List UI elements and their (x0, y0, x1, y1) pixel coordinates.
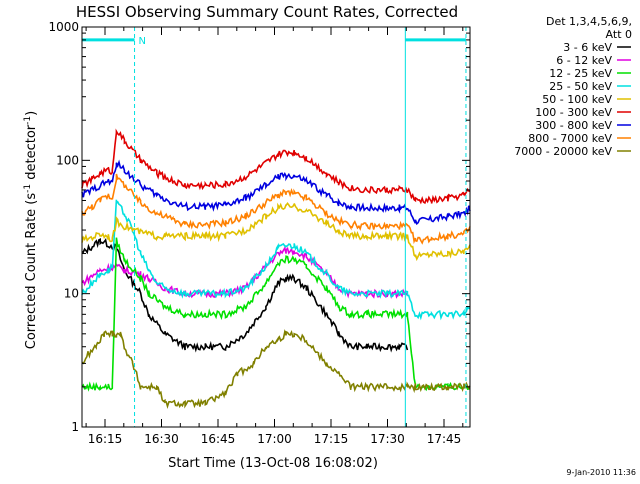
y-axis-label-end: ) (24, 111, 39, 116)
y-tick-label-1: 10 (64, 287, 79, 301)
y-tick-label-3: 1000 (48, 20, 79, 34)
legend-label-3: 25 - 50 keV (549, 80, 612, 93)
y-axis-label: Corrected Count Rate (s-1 detector-1) (23, 111, 39, 349)
y-tick-label-2: 100 (56, 153, 79, 167)
x-tick-label-5: 17:30 (370, 432, 405, 446)
flag-label: N (139, 36, 146, 47)
x-tick-label-6: 17:45 (427, 432, 462, 446)
series-line-2 (81, 237, 471, 392)
x-tick-label-0: 16:15 (88, 432, 123, 446)
y-axis-label-sup1: -1 (23, 184, 33, 193)
plot-frame (81, 26, 471, 428)
chart-title: HESSI Observing Summary Count Rates, Cor… (76, 3, 458, 21)
legend-label-4: 50 - 100 keV (542, 93, 612, 106)
y-axis-label-sup2: -1 (23, 116, 33, 125)
plot-area: N 1 10 100 1000 16:15 16:30 16:45 17:00 17:15 17:3… (48, 20, 471, 446)
timestamp: 9-Jan-2010 11:36 (566, 468, 636, 477)
legend-label-0: 3 - 6 keV (563, 41, 612, 54)
legend-label-6: 300 - 800 keV (535, 119, 612, 132)
series-line-6 (81, 159, 471, 226)
x-tick-label-3: 17:00 (257, 432, 292, 446)
y-axis-label-mid: detector (24, 124, 39, 184)
x-tick-label-2: 16:45 (201, 432, 236, 446)
legend-label-2: 12 - 25 keV (549, 67, 612, 80)
legend-header-line1: Det 1,3,4,5,6,9, (546, 15, 632, 28)
series-line-8 (81, 329, 471, 410)
x-tick-label-4: 17:15 (314, 432, 349, 446)
x-axis-label: Start Time (13-Oct-08 16:08:02) (168, 456, 378, 471)
series-line-0 (81, 237, 409, 353)
legend-label-7: 800 - 7000 keV (528, 132, 612, 145)
legend-label-5: 100 - 300 keV (535, 106, 612, 119)
legend-header-line2: Att 0 (606, 28, 632, 41)
x-tick-label-1: 16:30 (144, 432, 179, 446)
y-tick-label-0: 1 (71, 420, 79, 434)
y-axis-label-main: Corrected Count Rate (s (24, 193, 39, 350)
series-line-7 (81, 173, 471, 245)
legend-label-8: 7000 - 20000 keV (514, 145, 612, 158)
series-line-5 (81, 128, 471, 205)
legend-label-1: 6 - 12 keV (556, 54, 612, 67)
series-line-4 (81, 201, 471, 262)
